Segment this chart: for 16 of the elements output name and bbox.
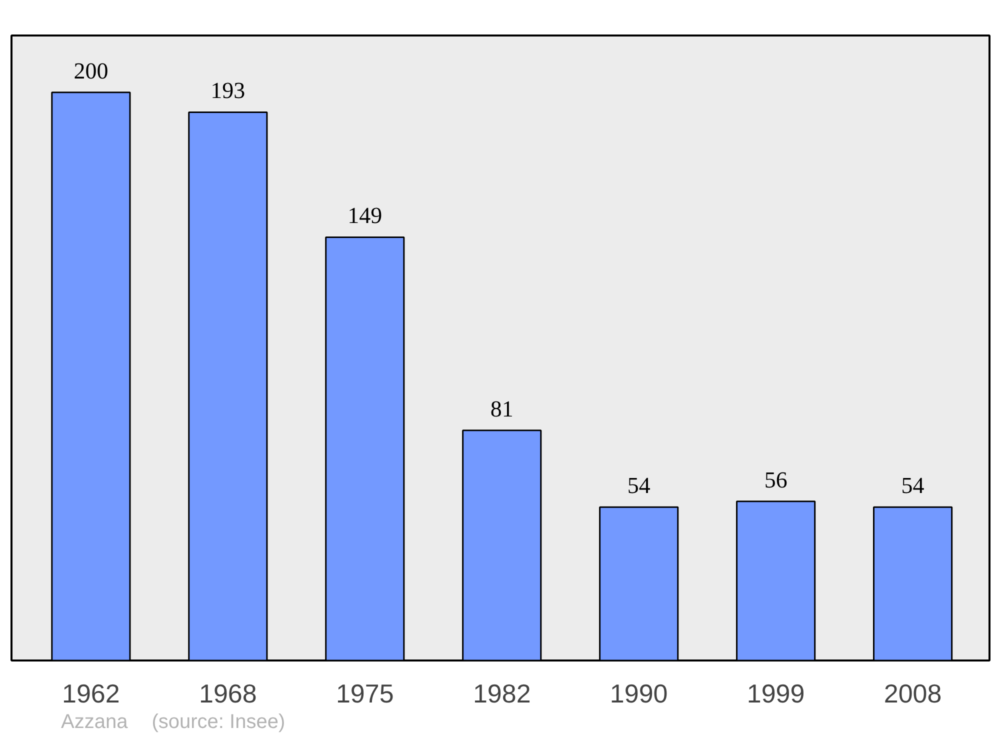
x-tick-label: 1968 <box>199 678 257 708</box>
data-label: 54 <box>627 473 651 498</box>
data-label: 81 <box>490 396 514 422</box>
data-label: 56 <box>764 467 788 492</box>
data-label: 200 <box>74 58 108 84</box>
text: (source: Insee) <box>152 711 286 733</box>
x-tick-label: 1999 <box>746 678 805 708</box>
data-label: 54 <box>901 473 925 498</box>
x-tick-label: 1962 <box>62 678 120 708</box>
x-tick-label: 2008 <box>884 678 942 708</box>
text: Azzana <box>61 711 128 733</box>
data-label: 193 <box>210 78 246 104</box>
x-tick-label: 1975 <box>336 678 394 708</box>
x-tick-label: 1982 <box>472 678 531 708</box>
x-tick-label: 1990 <box>610 678 668 708</box>
data-label: 149 <box>348 203 382 228</box>
